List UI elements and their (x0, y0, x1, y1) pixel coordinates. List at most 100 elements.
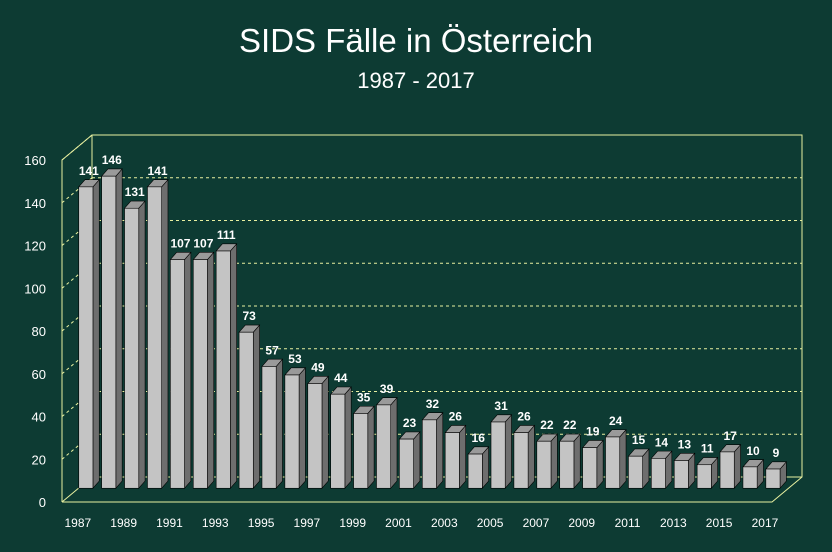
bar (490, 421, 506, 489)
x-tick-label: 1989 (110, 516, 137, 530)
bar-value-label: 131 (125, 185, 145, 199)
x-tick-label: 2009 (568, 516, 595, 530)
bar-side (573, 433, 581, 490)
bar (651, 458, 666, 489)
x-tick-label: 1995 (248, 516, 275, 530)
bar (582, 447, 598, 489)
bar-value-label: 10 (746, 444, 760, 458)
bar-side (207, 251, 215, 490)
bar-side (527, 424, 535, 490)
x-tick-label: 2007 (523, 516, 550, 530)
bar (719, 451, 735, 489)
bar-value-label: 49 (311, 361, 325, 375)
bar-value-label: 26 (449, 410, 463, 424)
bar (307, 383, 323, 489)
bar-value-label: 14 (655, 435, 669, 449)
x-tick-label: 2003 (431, 516, 458, 530)
x-tick-label: 2005 (477, 516, 504, 530)
y-tick-label: 60 (32, 367, 46, 382)
gridline-diagonal (61, 134, 93, 161)
bar (124, 207, 140, 489)
bar-value-label: 31 (494, 399, 508, 413)
bar-side (230, 242, 237, 490)
bar (742, 466, 758, 489)
bar-value-label: 9 (773, 446, 780, 460)
bar-side (550, 433, 558, 490)
bar-value-label: 19 (586, 425, 600, 439)
bar-side (344, 386, 352, 490)
y-tick-label: 140 (24, 196, 46, 211)
x-tick-label: 1999 (339, 516, 366, 530)
bar (399, 438, 414, 489)
bar (467, 453, 483, 489)
bar (513, 432, 529, 489)
bar-side (367, 405, 375, 490)
x-tick-label: 1991 (156, 516, 183, 530)
bar-side (504, 413, 512, 490)
chart-subtitle: 1987 - 2017 (357, 68, 475, 93)
x-tick-label: 2017 (752, 516, 779, 530)
bar-value-label: 73 (242, 309, 256, 323)
bar-value-label: 22 (540, 418, 554, 432)
bar (765, 468, 781, 489)
bar-side (275, 358, 283, 490)
bar-side (115, 168, 123, 490)
bar-value-label: 107 (170, 237, 190, 251)
bar (605, 436, 621, 489)
bar (238, 331, 254, 489)
bar-value-label: 44 (334, 371, 348, 385)
bar-value-label: 141 (148, 164, 168, 178)
bar (673, 460, 689, 489)
y-tick-label: 20 (32, 452, 46, 467)
bar-value-label: 17 (723, 429, 737, 443)
y-tick-label: 100 (24, 281, 46, 296)
bar (261, 366, 277, 489)
bar-value-label: 141 (79, 164, 99, 178)
bar-value-label: 57 (265, 343, 279, 357)
bar-side (459, 424, 467, 490)
bar-value-label: 11 (701, 442, 714, 456)
bar (559, 440, 575, 489)
bar-side (596, 439, 604, 490)
x-tick-label: 2015 (706, 516, 733, 530)
bar-side (138, 200, 146, 490)
x-tick-label: 1987 (65, 516, 92, 530)
bar-side (252, 324, 260, 490)
bar (353, 413, 369, 489)
bar (192, 259, 208, 489)
bar-value-label: 39 (380, 382, 394, 396)
bar-side (321, 375, 329, 490)
bar (696, 464, 712, 489)
y-tick-label: 160 (24, 153, 46, 168)
bar-value-label: 35 (357, 390, 371, 404)
bar (78, 186, 94, 489)
x-tick-label: 1993 (202, 516, 229, 530)
bar (170, 259, 185, 489)
bar (284, 374, 300, 489)
bar-value-label: 53 (288, 352, 302, 366)
bar (101, 175, 117, 489)
bar-side (619, 428, 627, 490)
bar-side (161, 178, 169, 490)
bar-value-label: 13 (678, 437, 692, 451)
y-tick-label: 120 (24, 239, 46, 254)
bar-value-label: 111 (217, 228, 236, 242)
bar-side (92, 178, 100, 490)
bar-side (390, 396, 398, 490)
x-tick-label: 2013 (660, 516, 687, 530)
bar-value-label: 23 (403, 416, 417, 430)
x-tick-label: 1997 (294, 516, 321, 530)
y-tick-label: 0 (39, 495, 46, 510)
bar-side (413, 431, 421, 490)
bar (421, 419, 437, 489)
y-tick-label: 80 (32, 324, 46, 339)
bar-value-label: 16 (472, 431, 486, 445)
bar-value-label: 22 (563, 418, 577, 432)
bar (147, 186, 162, 489)
bar-value-label: 32 (426, 397, 440, 411)
bar-value-label: 26 (517, 410, 531, 424)
x-tick-label: 2001 (385, 516, 412, 530)
bar-value-label: 15 (632, 433, 646, 447)
